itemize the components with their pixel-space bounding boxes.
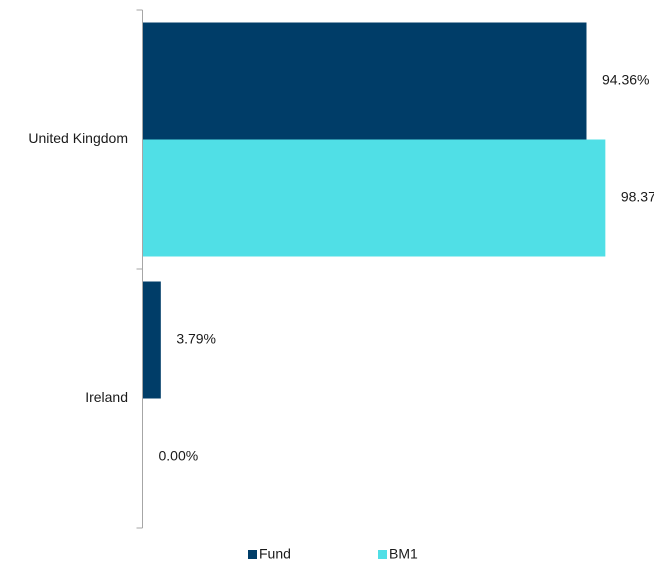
bar-fund-1 bbox=[143, 281, 161, 399]
data-label: 0.00% bbox=[159, 448, 199, 464]
category-label: United Kingdom bbox=[28, 130, 128, 146]
legend: Fund BM1 bbox=[248, 546, 418, 562]
legend-label-fund: Fund bbox=[259, 546, 291, 562]
axis-layer bbox=[136, 9, 143, 529]
bar-layer bbox=[143, 22, 606, 399]
label-layer: United Kingdom 94.36% 98.37% Ireland 3.79% 0.… bbox=[28, 72, 654, 464]
data-label: 94.36% bbox=[602, 72, 649, 88]
legend-swatch-fund bbox=[248, 550, 257, 559]
data-label: 3.79% bbox=[176, 331, 216, 347]
legend-label-bm1: BM1 bbox=[389, 546, 418, 562]
bar-fund-0 bbox=[143, 22, 587, 140]
category-label: Ireland bbox=[85, 389, 128, 405]
bar-bm1-0 bbox=[143, 139, 606, 257]
data-label: 98.37% bbox=[621, 189, 654, 205]
legend-swatch-bm1 bbox=[378, 550, 387, 559]
